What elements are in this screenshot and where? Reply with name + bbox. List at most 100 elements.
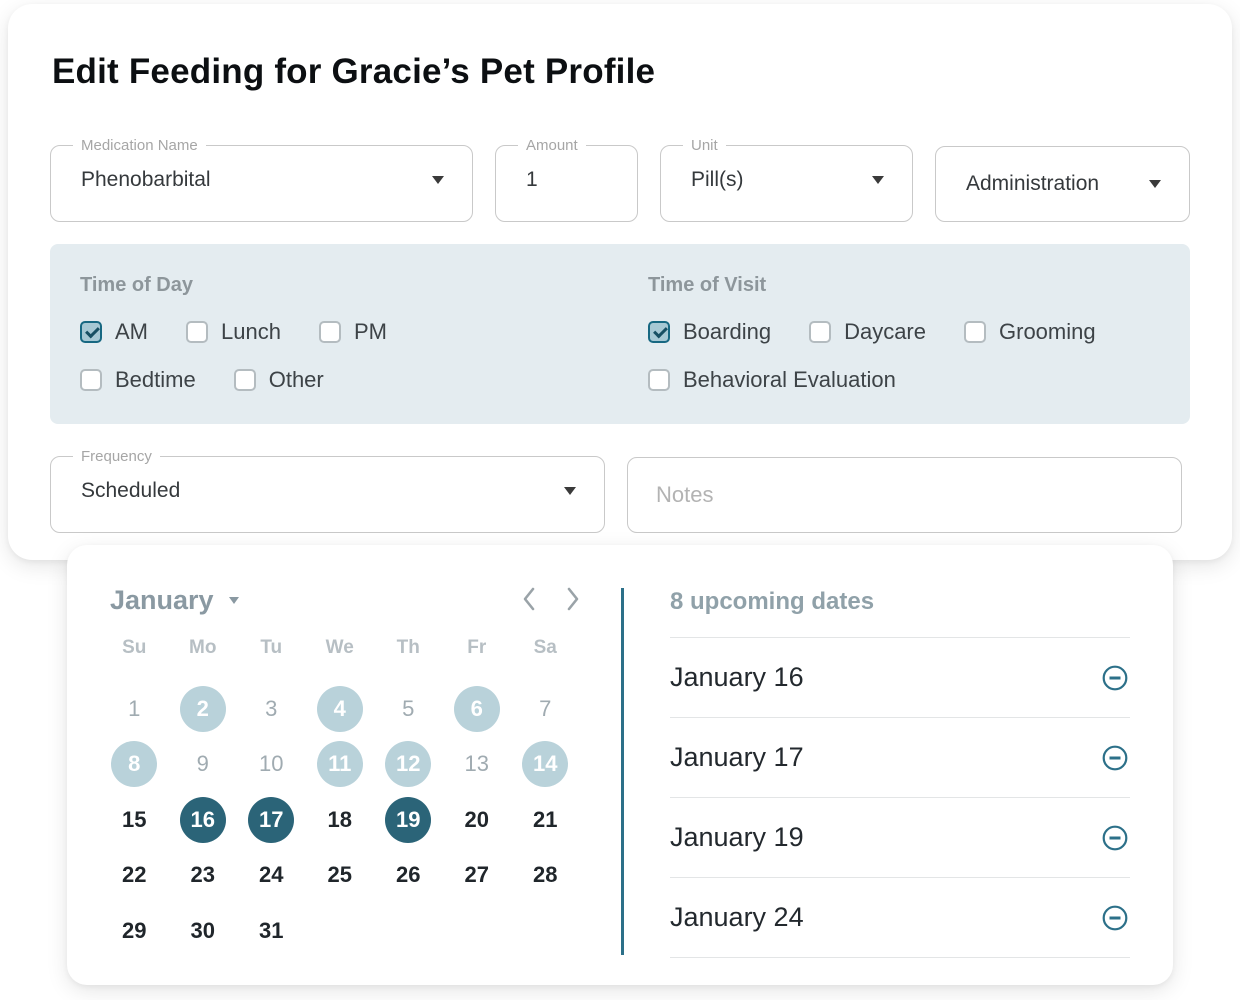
checkbox-icon[interactable] xyxy=(318,321,341,343)
calendar-day[interactable]: 7 xyxy=(539,695,552,721)
calendar-day[interactable]: 10 xyxy=(259,751,284,777)
medication-name-select[interactable]: Medication Name Phenobarbital xyxy=(50,137,473,222)
calendar-day[interactable]: 13 xyxy=(464,751,489,777)
minus-circle-icon xyxy=(1102,665,1128,690)
time-of-day-group: Time of Day AM Lunch PM xyxy=(80,274,387,415)
upcoming-date-row: January 16 xyxy=(670,638,1130,718)
checkbox-option[interactable]: Behavioral Evaluation xyxy=(648,367,896,393)
weekday-label: Su xyxy=(122,637,147,658)
remove-date-button[interactable] xyxy=(1100,743,1130,773)
calendar-day[interactable]: 27 xyxy=(464,862,489,888)
checkbox-label: Boarding xyxy=(683,319,772,344)
calendar-day[interactable]: 11 xyxy=(316,741,363,788)
weekday-label: Th xyxy=(396,637,420,658)
weekday-label: Sa xyxy=(533,637,557,658)
upcoming-date-row: January 17 xyxy=(670,718,1130,798)
time-of-visit-heading: Time of Visit xyxy=(648,274,767,296)
checkbox-icon[interactable] xyxy=(80,321,102,343)
checkbox-option[interactable]: Lunch xyxy=(186,319,281,345)
next-month-button[interactable] xyxy=(561,585,585,613)
unit-label: Unit xyxy=(691,137,718,154)
calendar-day[interactable]: 20 xyxy=(464,806,489,832)
weekday-label: Tu xyxy=(260,637,283,658)
prev-month-button[interactable] xyxy=(517,585,541,613)
frequency-select[interactable]: Frequency Scheduled xyxy=(50,448,605,533)
checkbox-icon[interactable] xyxy=(648,321,670,343)
page-title: Edit Feeding for Gracie’s Pet Profile xyxy=(52,52,656,91)
time-of-day-row-1: AM Lunch PM xyxy=(80,319,387,345)
calendar-day[interactable]: 28 xyxy=(533,862,558,888)
checkbox-option[interactable]: Bedtime xyxy=(80,367,196,393)
checkbox-option[interactable]: Other xyxy=(233,367,324,393)
calendar-day[interactable]: 26 xyxy=(396,862,421,888)
chevron-right-icon xyxy=(567,587,579,611)
amount-input[interactable]: Amount 1 xyxy=(495,137,638,222)
chevron-down-icon xyxy=(564,487,576,495)
remove-date-button[interactable] xyxy=(1100,903,1130,933)
remove-date-button[interactable] xyxy=(1100,663,1130,693)
checkbox-icon[interactable] xyxy=(80,369,102,391)
checkbox-icon[interactable] xyxy=(964,321,986,343)
calendar-day[interactable]: 9 xyxy=(196,751,209,777)
calendar-day[interactable]: 3 xyxy=(265,695,278,721)
month-label: January xyxy=(110,585,214,615)
month-selector[interactable]: January xyxy=(110,585,239,616)
weekday-label: We xyxy=(325,637,354,658)
calendar-day[interactable]: 15 xyxy=(122,806,147,832)
calendar-day[interactable]: 31 xyxy=(259,917,284,943)
calendar-day[interactable]: 24 xyxy=(259,862,284,888)
checkbox-icon[interactable] xyxy=(809,321,832,343)
medication-name-value: Phenobarbital xyxy=(81,168,211,191)
checkbox-option[interactable]: Grooming xyxy=(964,319,1096,345)
checkbox-option[interactable]: AM xyxy=(80,319,148,345)
minus-circle-icon xyxy=(1102,905,1128,930)
frequency-value: Scheduled xyxy=(81,479,181,502)
calendar-day[interactable]: 19 xyxy=(385,796,432,843)
chevron-down-icon xyxy=(432,176,444,184)
unit-value: Pill(s) xyxy=(691,168,744,191)
calendar-day[interactable]: 8 xyxy=(111,741,158,788)
upcoming-date-label: January 24 xyxy=(670,902,804,932)
checkbox-label: Lunch xyxy=(221,319,281,344)
calendar-day[interactable]: 6 xyxy=(453,685,500,732)
calendar-day[interactable]: 25 xyxy=(327,862,352,888)
upcoming-date-row: January 19 xyxy=(670,798,1130,878)
checkbox-icon[interactable] xyxy=(233,369,256,391)
upcoming-date-row: January 24 xyxy=(670,878,1130,958)
calendar-day[interactable]: 14 xyxy=(522,741,569,788)
upcoming-dates-list: January 16 January 17 xyxy=(670,637,1130,958)
chevron-down-icon xyxy=(872,176,884,184)
calendar-day[interactable]: 22 xyxy=(122,862,147,888)
calendar-day[interactable]: 30 xyxy=(190,917,215,943)
upcoming-dates-panel: 8 upcoming dates January 16 January 17 xyxy=(670,588,1130,958)
calendar-day[interactable]: 21 xyxy=(533,806,558,832)
frequency-label: Frequency xyxy=(81,448,152,465)
calendar-day[interactable]: 18 xyxy=(327,806,352,832)
calendar-day[interactable]: 1 xyxy=(128,695,141,721)
edit-feeding-modal: Edit Feeding for Gracie’s Pet Profile Me… xyxy=(8,4,1232,560)
calendar-day[interactable]: 5 xyxy=(402,695,415,721)
weekday-label: Fr xyxy=(467,637,487,658)
calendar-day[interactable]: 16 xyxy=(179,796,226,843)
calendar-day[interactable]: 29 xyxy=(122,917,147,943)
checkbox-label: PM xyxy=(353,319,387,344)
chevron-down-icon xyxy=(1149,180,1161,188)
remove-date-button[interactable] xyxy=(1100,823,1130,853)
medication-field-row: Medication Name Phenobarbital Amount 1 U… xyxy=(50,137,1190,222)
checkbox-option[interactable]: PM xyxy=(318,319,387,345)
calendar-day[interactable]: 12 xyxy=(385,741,432,788)
checkbox-icon[interactable] xyxy=(648,369,670,391)
checkbox-option[interactable]: Daycare xyxy=(809,319,926,345)
checkbox-label: Behavioral Evaluation xyxy=(683,367,896,392)
amount-value: 1 xyxy=(526,168,538,191)
calendar-day[interactable]: 17 xyxy=(248,796,295,843)
checkbox-icon[interactable] xyxy=(186,321,208,343)
time-of-day-row-2: Bedtime Other xyxy=(80,367,387,393)
calendar-day[interactable]: 4 xyxy=(316,685,363,732)
notes-input[interactable] xyxy=(627,457,1182,533)
administration-select[interactable]: Administration xyxy=(935,146,1190,222)
calendar-day[interactable]: 2 xyxy=(179,685,226,732)
unit-select[interactable]: Unit Pill(s) xyxy=(660,137,913,222)
checkbox-option[interactable]: Boarding xyxy=(648,319,771,345)
calendar-day[interactable]: 23 xyxy=(190,862,215,888)
